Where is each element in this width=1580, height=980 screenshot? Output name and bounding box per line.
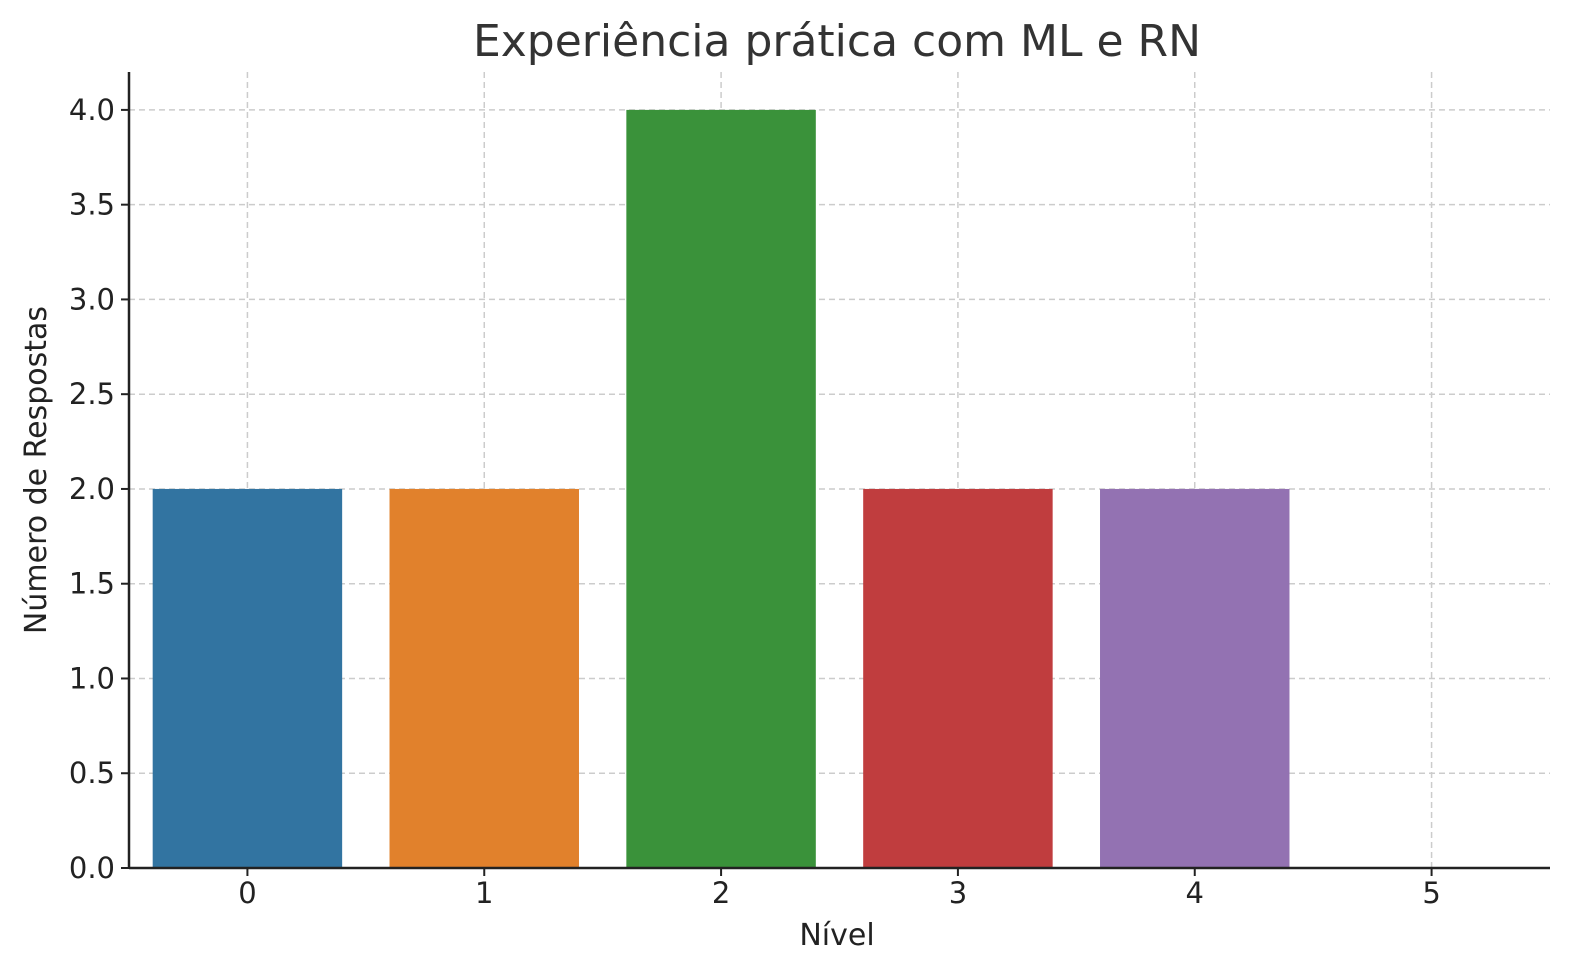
y-tick-label: 3.5 [69, 188, 115, 222]
y-tick-label: 2.5 [69, 377, 115, 411]
y-tick-label: 0.0 [69, 851, 115, 885]
bar-4 [1100, 488, 1290, 868]
x-tick-label: 4 [1186, 876, 1204, 910]
x-tick-label: 1 [475, 876, 493, 910]
y-tick-label: 3.0 [69, 282, 115, 316]
ticks: 0.0 0.5 1.0 1.5 2.0 2.5 3.0 3.5 4.0 0 1 2 3 4 5 [69, 93, 1441, 910]
grid [129, 72, 1550, 869]
bar-3 [863, 488, 1053, 868]
y-tick-label: 4.0 [69, 93, 115, 127]
bar-1 [389, 488, 579, 868]
bars [152, 109, 1290, 868]
x-tick-label: 3 [949, 876, 967, 910]
x-tick-label: 2 [712, 876, 730, 910]
chart-title: Experiência prática com ML e RN [473, 16, 1201, 67]
bar-0 [152, 488, 343, 868]
y-tick-label: 2.0 [69, 472, 115, 506]
x-tick-label: 0 [238, 876, 256, 910]
x-tick-label: 5 [1422, 876, 1440, 910]
y-tick-label: 1.0 [69, 661, 115, 695]
y-tick-label: 1.5 [69, 567, 115, 601]
x-axis-label: Nível [799, 918, 874, 953]
y-tick-label: 0.5 [69, 756, 115, 790]
bar-2 [626, 109, 816, 868]
y-axis-label: Número de Respostas [19, 306, 54, 634]
